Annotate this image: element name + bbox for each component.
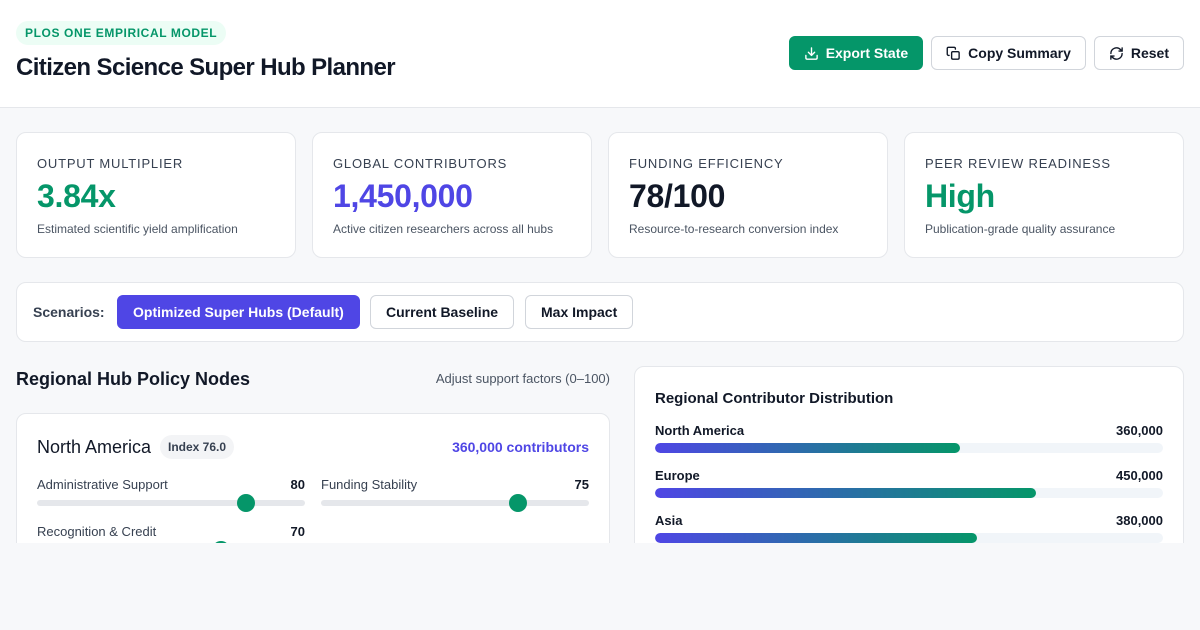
app-header: PLOS ONE EMPIRICAL MODEL Citizen Science… <box>0 0 1200 108</box>
distribution-bar-fill <box>655 533 977 543</box>
copy-summary-label: Copy Summary <box>968 45 1071 61</box>
stat-description: Publication-grade quality assurance <box>925 222 1116 236</box>
scenario-optimized-super-hubs[interactable]: Optimized Super Hubs (Default) <box>117 295 360 329</box>
distribution-region-name: Europe <box>655 468 700 483</box>
factor-value: 70 <box>290 524 305 539</box>
distribution-bar-fill <box>655 488 1036 498</box>
distribution-region-value: 450,000 <box>1116 468 1163 483</box>
scenario-current-baseline[interactable]: Current Baseline <box>370 295 515 329</box>
distribution-region-name: Asia <box>655 513 683 528</box>
download-icon <box>804 46 818 60</box>
region-name: North America <box>37 437 152 457</box>
reset-label: Reset <box>1130 45 1169 61</box>
page-title: Citizen Science Super Hub Planner <box>16 54 396 81</box>
refresh-icon <box>1110 46 1123 60</box>
distribution-bar-fill <box>655 443 960 453</box>
viewport-cutoff <box>0 543 1200 630</box>
scenario-bar: Scenarios: Optimized Super Hubs (Default… <box>16 282 1184 342</box>
export-state-button[interactable]: Export State <box>788 36 924 70</box>
distribution-title: Regional Contributor Distribution <box>655 390 894 407</box>
factor-value: 80 <box>290 477 305 492</box>
factor-value: 75 <box>574 477 589 492</box>
reset-button[interactable]: Reset <box>1093 36 1184 70</box>
region-index-badge: Index 76.0 <box>160 435 235 459</box>
distribution-region-name: North America <box>655 423 745 438</box>
model-badge: PLOS ONE EMPIRICAL MODEL <box>16 21 227 45</box>
distribution-region-value: 360,000 <box>1116 423 1163 438</box>
distribution-bar-track <box>655 533 1163 543</box>
region-contributor-count: 360,000 contributors <box>452 439 589 455</box>
stat-label: FUNDING EFFICIENCY <box>629 156 784 171</box>
factor-slider-thumb[interactable] <box>508 494 527 512</box>
stat-value: High <box>925 178 995 214</box>
stat-label: OUTPUT MULTIPLIER <box>37 156 184 171</box>
stat-value: 78/100 <box>629 178 726 214</box>
stat-label: PEER REVIEW READINESS <box>925 156 1111 171</box>
copy-summary-button[interactable]: Copy Summary <box>931 36 1086 70</box>
stat-value: 1,450,000 <box>333 178 473 214</box>
factor-label: Funding Stability <box>321 477 418 492</box>
stat-card-global-contributors: GLOBAL CONTRIBUTORS 1,450,000 Active cit… <box>312 132 592 258</box>
stat-description: Resource-to-research conversion index <box>629 222 839 236</box>
factor-slider-track[interactable] <box>321 494 589 512</box>
stat-label: GLOBAL CONTRIBUTORS <box>333 156 508 171</box>
factor-slider-track[interactable] <box>37 494 305 512</box>
factor-label: Administrative Support <box>37 477 168 492</box>
stat-card-peer-review-readiness: PEER REVIEW READINESS High Publication-g… <box>904 132 1184 258</box>
policy-section-title: Regional Hub Policy Nodes <box>16 369 251 389</box>
factor-slider-thumb[interactable] <box>237 494 255 512</box>
export-state-label: Export State <box>825 45 909 61</box>
policy-section-hint: Adjust support factors (0–100) <box>435 371 610 386</box>
scenario-label: Scenarios: <box>33 304 105 320</box>
stat-card-output-multiplier: OUTPUT MULTIPLIER 3.84x Estimated scient… <box>16 132 296 258</box>
factor-label: Recognition & Credit <box>37 524 157 539</box>
stat-value: 3.84x <box>37 178 116 214</box>
distribution-region-value: 380,000 <box>1116 513 1163 528</box>
distribution-bar-track <box>655 443 1163 453</box>
stat-description: Estimated scientific yield amplification <box>37 222 238 236</box>
copy-icon <box>946 46 960 60</box>
header-actions: Export State Copy Summary Reset <box>788 36 1184 70</box>
scenario-max-impact[interactable]: Max Impact <box>525 295 634 329</box>
stat-card-funding-efficiency: FUNDING EFFICIENCY 78/100 Resource-to-re… <box>608 132 888 258</box>
distribution-bar-track <box>655 488 1163 498</box>
stat-description: Active citizen researchers across all hu… <box>333 222 554 236</box>
